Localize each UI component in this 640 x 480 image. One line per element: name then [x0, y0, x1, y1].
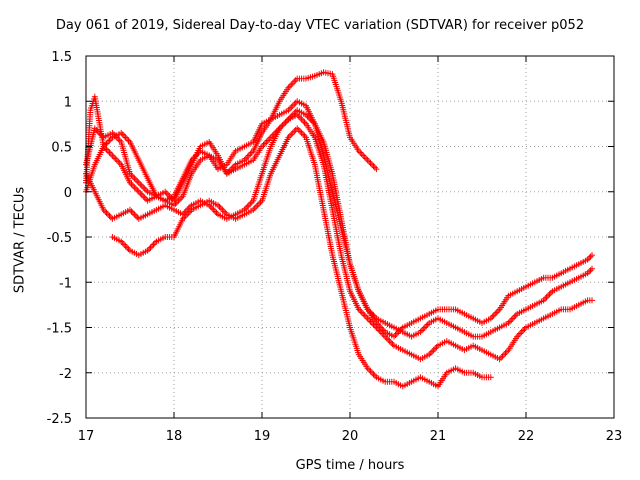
x-tick-label: 17 [78, 429, 95, 444]
y-tick-label: 1.5 [51, 50, 72, 65]
y-tick-label: -2 [59, 367, 72, 382]
chart-title: Day 061 of 2019, Sidereal Day-to-day VTE… [55, 18, 585, 33]
axis-ticks: 17 18 19 20 21 22 23 1.5 1 0.5 0 -0.5 -1 -1.5 -2 -2.5 [47, 50, 623, 444]
data-series [83, 69, 595, 390]
x-tick-label: 19 [254, 429, 271, 444]
series-markers [109, 125, 494, 390]
x-tick-label: 22 [518, 429, 535, 444]
x-tick-label: 21 [430, 429, 447, 444]
y-axis-label: SDTVAR / TECUs [12, 186, 28, 294]
series-markers [83, 107, 595, 340]
y-tick-label: -0.5 [47, 231, 72, 246]
x-axis-label: GPS time / hours [295, 458, 405, 473]
x-tick-label: 18 [166, 429, 183, 444]
series-track-5 [109, 125, 494, 390]
x-tick-label: 20 [342, 429, 359, 444]
y-tick-label: -1.5 [47, 322, 72, 337]
y-tick-label: 0 [64, 186, 72, 201]
y-tick-label: -1 [59, 276, 72, 291]
y-tick-label: -2.5 [47, 412, 72, 427]
y-tick-label: 1 [64, 95, 72, 110]
y-tick-label: 0.5 [51, 141, 72, 156]
x-tick-label: 23 [606, 429, 623, 444]
series-track-3 [83, 107, 595, 340]
